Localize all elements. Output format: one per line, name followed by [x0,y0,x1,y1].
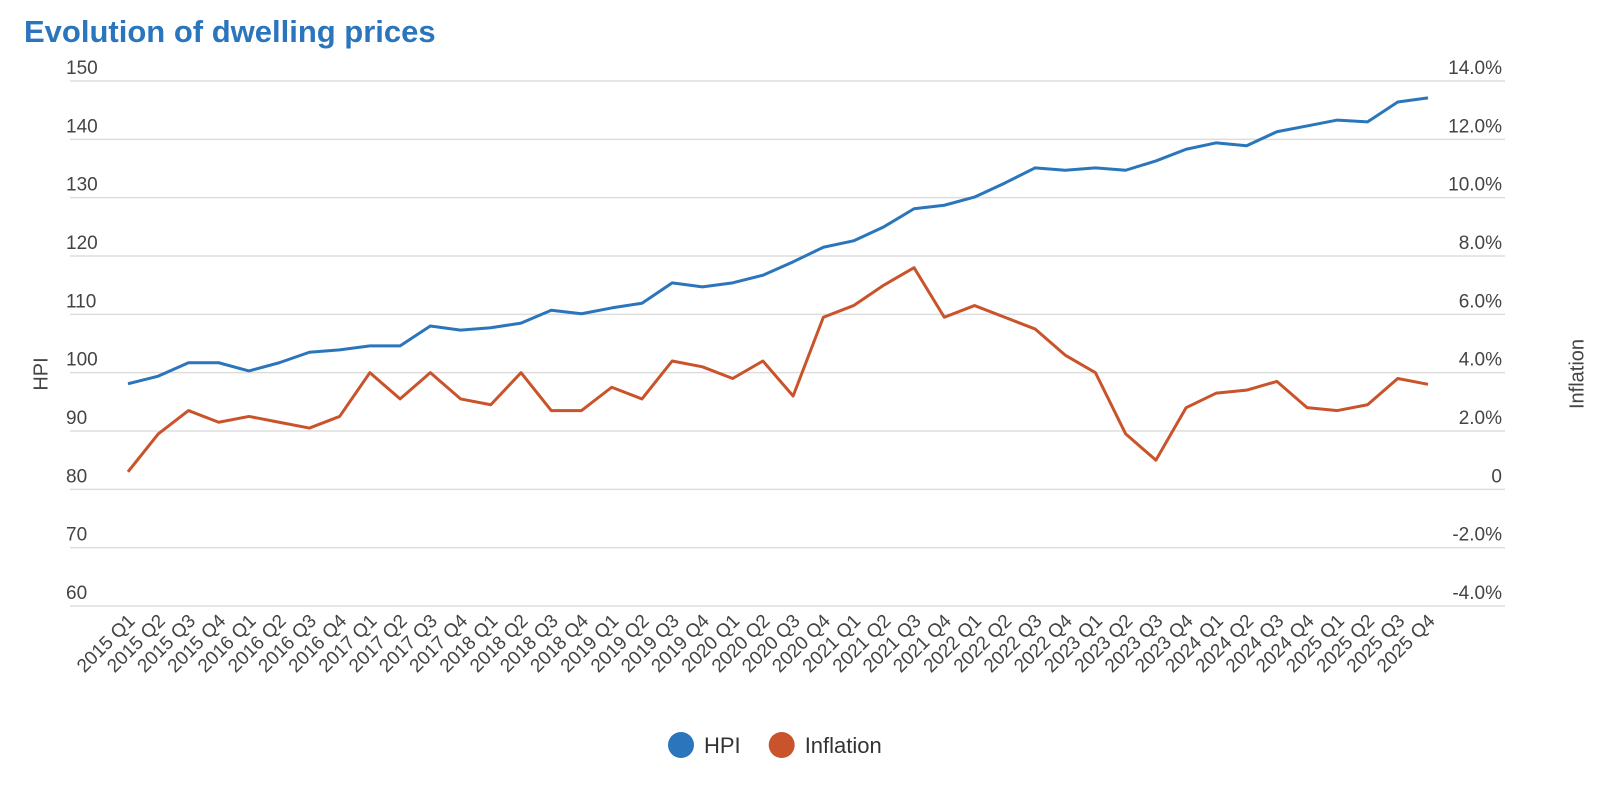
y-tick-label: 90 [66,408,87,429]
y2-tick-label: 10.0% [1448,175,1502,196]
y2-tick-label: 4.0% [1459,350,1502,371]
y2-tick-label: 6.0% [1459,291,1502,312]
y-tick-label: 100 [66,350,98,371]
y-tick-label: 140 [66,116,98,137]
y-tick-label: 60 [66,583,87,604]
y-tick-label: 80 [66,466,87,487]
y-tick-label: 110 [66,291,96,312]
y2-tick-label: 12.0% [1448,116,1502,137]
y-tick-label: 130 [66,175,98,196]
legend-label: HPI [704,733,741,758]
y2-tick-label: 0 [1491,466,1502,487]
y2-tick-label: 8.0% [1459,233,1502,254]
y2-tick-label: -4.0% [1452,583,1502,604]
y-tick-label: 120 [66,233,98,254]
legend-marker [768,732,795,758]
series-line [126,266,1429,473]
y2-axis-title: Inflation [1566,339,1588,409]
y-tick-label: 70 [66,525,87,546]
y-tick-label: 150 [66,58,98,79]
y2-tick-label: 14.0% [1448,58,1502,79]
chart-title: Evolution of dwelling prices [24,14,436,49]
y-axis-title: HPI [30,357,52,390]
legend-marker [668,732,694,758]
series-line [127,96,1429,386]
y2-tick-label: -2.0% [1452,525,1502,546]
legend-label: Inflation [805,733,882,758]
y2-tick-label: 2.0% [1459,408,1502,429]
